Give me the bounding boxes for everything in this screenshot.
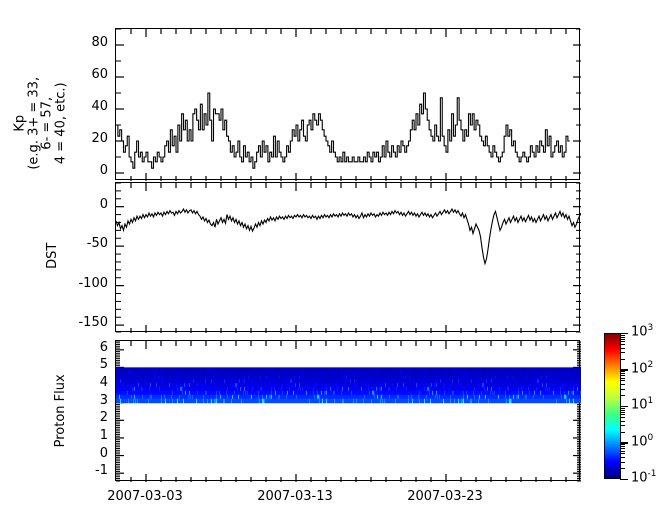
colorbar-major-tick [620, 478, 628, 480]
colorbar-major-tick [620, 442, 628, 444]
colorbar-minor-tick [620, 347, 625, 349]
ytick-label: 20 [91, 131, 108, 146]
colorbar-minor-tick [620, 341, 625, 343]
colorbar-tick-label: 10-1 [631, 469, 657, 486]
colorbar-gradient [605, 334, 620, 478]
colorbar-minor-tick [620, 461, 625, 463]
x-axis-tick-label: 2007-03-13 [257, 489, 333, 504]
colorbar-minor-tick [620, 352, 625, 354]
colorbar-minor-tick [620, 375, 625, 377]
colorbar-minor-tick [620, 444, 625, 446]
ytick-label: -50 [86, 236, 108, 252]
ytick-label: -1 [95, 463, 108, 479]
colorbar-minor-tick [620, 450, 625, 452]
colorbar-minor-tick [620, 343, 625, 345]
ytick-label: 80 [91, 35, 108, 50]
ytick-label: 6 [99, 339, 108, 355]
ytick-label: 4 [99, 375, 108, 391]
x-axis-tick-label: 2007-03-23 [407, 489, 483, 504]
colorbar-minor-tick [620, 380, 625, 382]
colorbar-tick-label: 100 [631, 432, 654, 449]
panel-kp-ylabel-line-2: (e.g. 3+ = 33, [26, 76, 42, 170]
colorbar-minor-tick [620, 336, 625, 338]
colorbar-minor-tick [620, 411, 625, 413]
colorbar-major-tick [620, 369, 628, 371]
colorbar-minor-tick [620, 414, 625, 416]
colorbar-minor-tick [620, 420, 625, 422]
colorbar-major-tick [620, 405, 628, 407]
colorbar-minor-tick [620, 446, 625, 448]
ytick-label: 0 [99, 163, 108, 178]
panel-proton-flux-spectrogram [116, 341, 581, 482]
x-axis-tick-label: 2007-03-03 [107, 489, 183, 504]
colorbar-tick-label: 101 [631, 396, 654, 413]
colorbar-tick-label: 102 [631, 359, 654, 376]
colorbar-minor-tick [620, 409, 625, 411]
colorbar-minor-tick [620, 384, 625, 386]
ytick-label: 2 [99, 410, 108, 426]
colorbar-minor-tick [620, 334, 625, 336]
panel-dst-frame [115, 182, 580, 332]
ytick-label: 5 [99, 357, 108, 373]
panel-proton-flux-frame [115, 340, 580, 481]
colorbar-minor-tick [620, 358, 625, 360]
ytick-label: -150 [78, 315, 108, 331]
ytick-label: -100 [78, 275, 108, 291]
colorbar-major-tick [620, 332, 628, 334]
ytick-label: 3 [99, 392, 108, 408]
ytick-label: 0 [99, 445, 108, 461]
colorbar-minor-tick [620, 377, 625, 379]
colorbar-minor-tick [620, 468, 625, 469]
colorbar-minor-tick [620, 407, 625, 409]
colorbar-minor-tick [620, 457, 625, 459]
colorbar-minor-tick [620, 395, 625, 396]
panel-dst-plot [116, 183, 581, 333]
colorbar-minor-tick [620, 453, 625, 455]
colorbar-minor-tick [620, 431, 625, 433]
ytick-label: 0 [99, 196, 108, 212]
colorbar-tick-label: 103 [631, 323, 654, 340]
colorbar-minor-tick [620, 416, 625, 418]
colorbar-minor-tick [620, 338, 625, 340]
panel-kp-ylabel-line-1: Kp [12, 114, 28, 132]
ytick-label: 40 [91, 99, 108, 114]
colorbar-minor-tick [620, 388, 625, 390]
panel-kp-plot [116, 29, 581, 181]
ytick-label: 1 [99, 427, 108, 443]
colorbar-minor-tick [620, 425, 625, 427]
colorbar-minor-tick [620, 371, 625, 373]
colorbar-frame [604, 333, 621, 479]
colorbar-minor-tick [620, 373, 625, 375]
ytick-label: 60 [91, 67, 108, 82]
colorbar-minor-tick [620, 448, 625, 450]
